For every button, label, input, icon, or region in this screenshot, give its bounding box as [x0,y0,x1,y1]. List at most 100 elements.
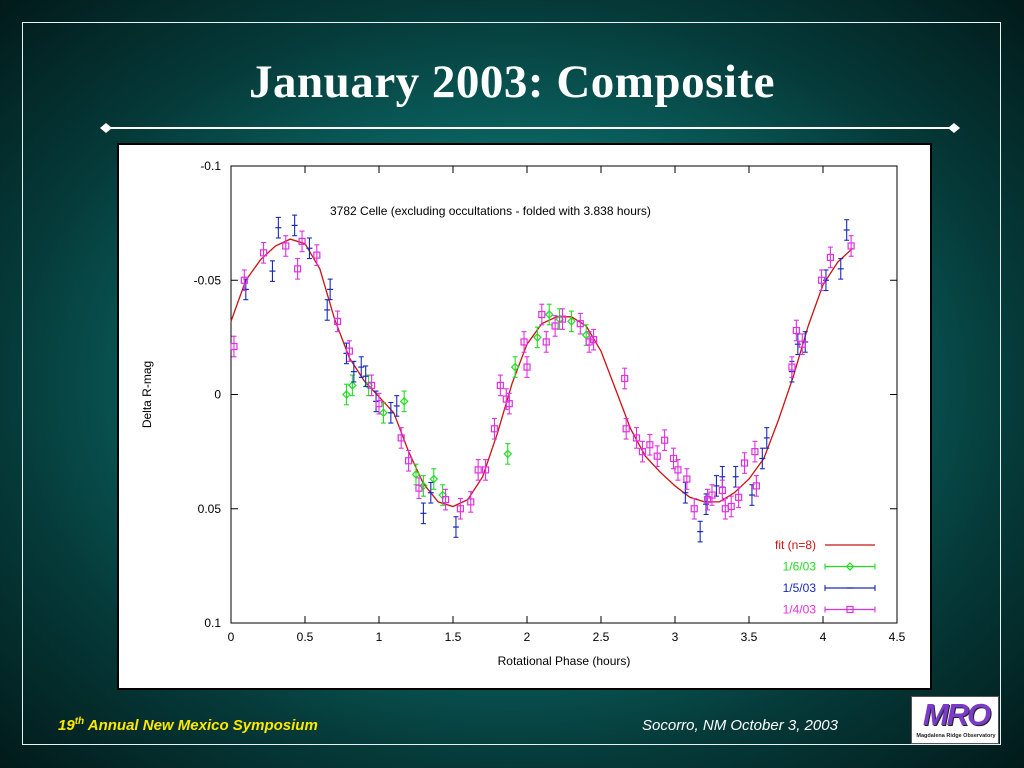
series-1-4-03-point [622,425,630,433]
x-tick-label: 1 [376,630,383,644]
legend-marker-1-6-03 [845,562,855,571]
series-1-6-03-point [348,381,357,390]
series-1-4-03-point [751,448,759,456]
series-1-4-03-point [474,466,482,474]
series-1-4-03-point [703,496,712,504]
series-1-4-03-point [415,484,423,492]
footer-event-number: 19 [58,717,75,734]
series-1-4-03-point [735,493,743,501]
series-1-4-03-point [817,276,826,284]
y-tick-label: 0.05 [198,502,222,516]
series-1-4-03-point [442,496,450,504]
mro-logo-mark: MRO [922,697,991,732]
chart-panel: 0 0.5 1 1.5 2 2.5 3 3.5 4 4.5 -0.1 -0.05 0 0.05 0.1 Rot… [117,143,932,690]
series-1-4-03-point [690,505,698,513]
series-1-6-03-point [533,333,542,342]
series-1-6-03-point [503,449,513,459]
series-1-4-03-point [683,475,691,483]
y-tick-label: -0.1 [200,159,221,173]
series-1-4-03-point [313,251,321,259]
series-1-4-03-point [674,466,682,474]
series-1-4-03-point [368,381,376,389]
series-1-6-03-point [411,470,421,479]
slide-frame [22,22,1001,745]
series-1-4-03-point [638,448,647,456]
series-1-4-03-point [505,400,513,408]
series-1-4-03-point [259,249,268,257]
series-1-4-03-point [792,326,800,335]
series-1-4-03-point [375,400,383,408]
legend-label-1-6-03: 1/6/03 [783,560,817,574]
series-1-4-03-point [240,276,248,284]
x-axis-label: Rotational Phase (hours) [498,654,631,668]
series-1-4-03-point [542,338,550,346]
series-1-4-03-point [490,425,499,433]
series-1-4-03-point [467,498,475,506]
series-1-4-03-point [397,434,405,442]
y-axis-label: Delta R-mag [140,361,154,428]
series-1-4-03-point [847,242,855,250]
series-1-4-03-point [282,242,290,250]
series-1-4-03-point [520,338,528,346]
footer-event-name: Annual New Mexico Symposium [84,717,318,734]
series-1-4-03-point [294,265,302,273]
series-1-4-03-point [585,338,593,346]
legend-marker-1-4-03 [846,605,854,614]
series-1-4-03-point [298,237,306,246]
series-1-4-03-point [727,502,735,511]
legend-label-fit-n-8: fit (n=8) [775,538,816,552]
series-1-4-03-point [621,374,629,383]
legend-label-1-5-03: 1/5/03 [783,581,817,595]
x-tick-label: 0 [228,630,235,644]
series-1-4-03-point [661,436,669,444]
series-1-4-03-point [558,315,567,323]
series-fit-n-8-line [230,238,854,508]
series-1-4-03-point [826,253,835,262]
x-tick-label: 2 [524,630,531,644]
series-1-6-03-point [544,310,554,319]
slide-title: January 2003: Composite [249,56,775,108]
legend-label-1-4-03: 1/4/03 [783,603,817,617]
x-tick-label: 1.5 [445,630,462,644]
y-tick-label: 0 [214,388,221,402]
footer-event: 19th Annual New Mexico Symposium [58,716,318,734]
x-tick-label: 4.5 [889,630,906,644]
x-tick-label: 3 [672,630,679,644]
series-1-4-03-point [456,505,464,513]
series-1-4-03-point [798,340,806,348]
chart-title: 3782 Celle (excluding occultations - fol… [330,204,651,218]
series-1-4-03-point [752,482,761,490]
series-1-4-03-point [551,322,559,330]
series-1-6-03-point [567,317,576,326]
plot-frame [230,165,898,624]
series-1-4-03-point [333,317,342,325]
series-1-4-03-point [345,347,353,355]
y-tick-label: 0.1 [204,616,221,630]
footer-event-ordinal: th [74,716,85,727]
series-1-4-03-point [523,363,531,371]
series-1-6-03-point [510,362,520,372]
x-tick-label: 0.5 [297,630,314,644]
y-tick-label: -0.05 [194,273,222,287]
series-1-4-03-point [496,381,504,389]
series-1-6-03-point [429,474,439,484]
series-1-4-03-point [718,486,726,495]
series-1-6-03-point [399,397,409,406]
series-1-4-03-point [538,310,546,319]
lightcurve-plot: 0 0.5 1 1.5 2 2.5 3 3.5 4 4.5 -0.1 -0.05 0 0.05 0.1 Rot… [140,159,906,668]
title-divider [100,123,960,133]
series-1-4-03-point [788,363,796,371]
series-1-6-03-point [379,408,388,418]
series-1-4-03-point [653,452,661,460]
series-1-4-03-point [669,454,678,463]
series-1-4-03-point [708,491,716,499]
series-1-4-03-point [481,466,490,474]
series-1-4-03-point [632,434,641,442]
x-tick-label: 3.5 [741,630,758,644]
x-tick-label: 2.5 [593,630,610,644]
series-1-4-03-point [576,320,584,328]
series-1-4-03-point [646,441,654,449]
x-tick-label: 4 [820,630,827,644]
footer-location-date: Socorro, NM October 3, 2003 [642,717,838,734]
mro-logo-subtext: Magdalena Ridge Observatory [916,733,996,739]
